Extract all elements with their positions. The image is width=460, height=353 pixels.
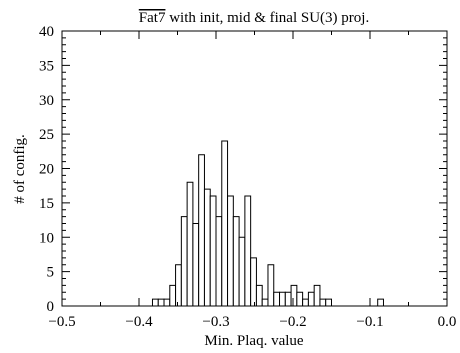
histogram-bar	[325, 298, 333, 307]
histogram-bar	[175, 264, 182, 307]
histogram-bar	[267, 264, 275, 307]
histogram-bar	[192, 223, 200, 307]
chart-title-overlined: Fat7	[139, 10, 166, 26]
histogram-bar	[377, 298, 384, 307]
histogram-bar	[313, 284, 321, 307]
x-tick-label: 0.0	[438, 314, 457, 330]
x-tick-label: −0.3	[202, 314, 229, 330]
y-tick-label: 10	[39, 230, 54, 246]
y-tick-label: 30	[39, 93, 54, 109]
histogram-bar	[198, 154, 205, 307]
chart-title: Fat7 with init, mid & final SU(3) proj.	[139, 10, 369, 26]
histogram-bar	[302, 298, 309, 307]
histogram-bar	[209, 195, 217, 307]
x-tick-label: −0.2	[279, 314, 306, 330]
histogram-bar	[169, 284, 177, 307]
histogram-bars	[151, 140, 384, 307]
histogram-bar	[227, 195, 234, 307]
histogram-bar	[244, 195, 252, 307]
histogram-bar	[290, 284, 298, 307]
chart-title-rest: with init, mid & final SU(3) proj.	[165, 10, 369, 26]
histogram-bar	[250, 257, 257, 307]
y-tick-label: 25	[39, 127, 54, 143]
histogram-bar	[215, 216, 223, 307]
chart-axes: −0.5 −0.4 −0.3 −0.2 −0.1 0.0 0 5 10 15 20 25 30 35 40	[39, 24, 456, 330]
histogram-bar	[157, 298, 165, 307]
histogram-bar	[180, 216, 188, 307]
histogram-bar	[255, 284, 263, 307]
x-tick-label: −0.1	[356, 314, 383, 330]
histogram-bar	[319, 298, 327, 307]
y-tick-label: 5	[47, 265, 55, 281]
x-tick-label: −0.5	[48, 314, 75, 330]
histogram-bar	[186, 181, 194, 307]
x-axis-label: Min. Plaq. value	[204, 333, 303, 348]
histogram-bar	[232, 216, 240, 307]
histogram-bar	[273, 291, 281, 307]
y-tick-label: 15	[39, 196, 54, 212]
histogram-bar	[203, 188, 211, 307]
y-tick-label: 35	[39, 58, 54, 74]
histogram-bar	[261, 298, 269, 307]
y-axis-label: # of config.	[12, 134, 28, 204]
histogram-bar	[307, 291, 315, 307]
y-tick-label: 40	[39, 24, 54, 40]
histogram-bar	[163, 298, 171, 307]
histogram-bar	[296, 291, 304, 307]
histogram-bar	[284, 291, 292, 307]
histogram-bar	[151, 298, 159, 307]
histogram-bar	[279, 291, 286, 307]
histogram-bar	[238, 236, 246, 307]
x-tick-label: −0.4	[125, 314, 153, 330]
y-tick-label: 20	[39, 162, 54, 178]
y-tick-label: 0	[47, 299, 55, 315]
histogram-bar	[221, 140, 229, 307]
